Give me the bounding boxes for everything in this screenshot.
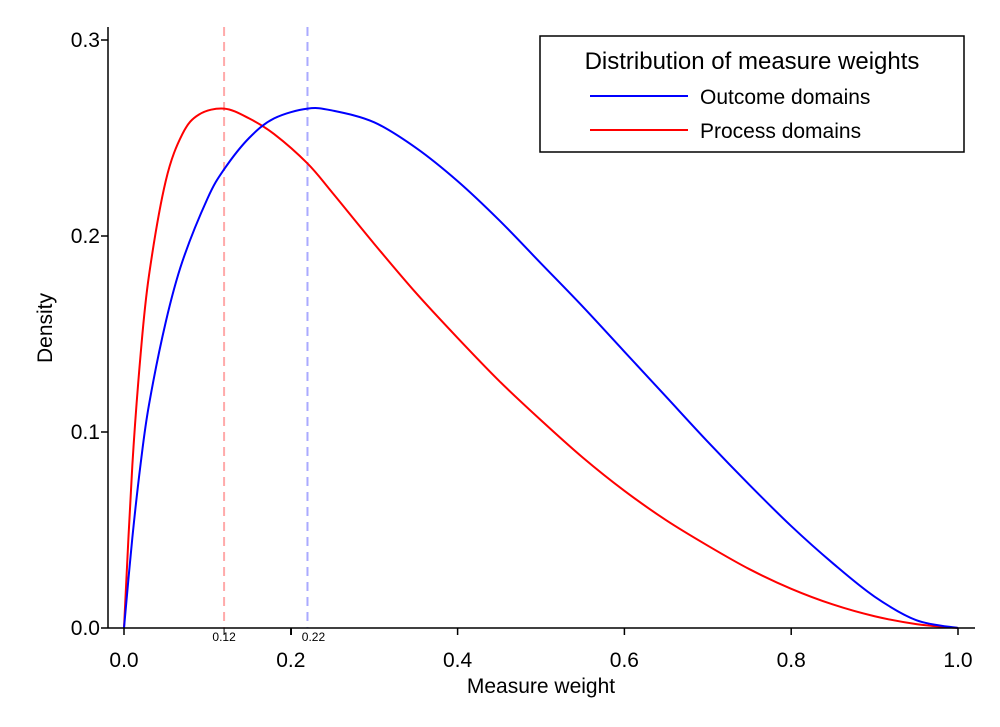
legend-title: Distribution of measure weights [585, 48, 920, 75]
series-line-outcome-domains [123, 107, 959, 629]
x-tick-label-1: 0.2 [276, 649, 305, 672]
y-tick-label-2: 0.2 [71, 225, 100, 248]
reference-label-0: 0.12 [212, 630, 236, 644]
legend: Distribution of measure weights Outcome … [539, 35, 965, 153]
legend-entry-process: Process domains [700, 120, 861, 143]
reference-label-1: 0.22 [302, 630, 326, 644]
series-line-process-domains [123, 107, 959, 629]
legend-box [539, 35, 965, 153]
x-axis-label: Measure weight [467, 675, 615, 698]
x-tick-label-5: 1.0 [943, 649, 972, 672]
axes: 0.0 0.2 0.4 0.6 0.8 1.0 0.0 0.1 0.2 0.3 [71, 27, 975, 672]
legend-entry-outcome: Outcome domains [700, 86, 870, 109]
reference-lines: 0.12 0.22 [212, 27, 325, 644]
x-tick-label-2: 0.4 [443, 649, 473, 672]
x-tick-label-4: 0.8 [777, 649, 806, 672]
y-axis-label: Density [34, 292, 57, 363]
density-curves [123, 107, 959, 629]
x-tick-label-0: 0.0 [109, 649, 138, 672]
y-tick-label-1: 0.1 [71, 421, 100, 444]
y-tick-label-3: 0.3 [71, 29, 100, 52]
x-tick-label-3: 0.6 [610, 649, 639, 672]
y-tick-label-0: 0.0 [71, 617, 100, 640]
